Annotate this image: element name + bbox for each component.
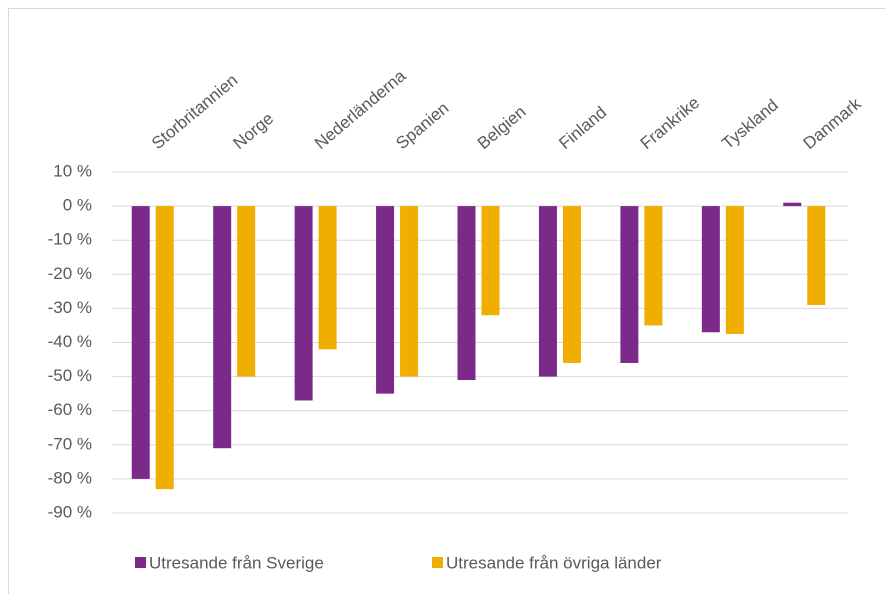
y-tick-label: -50 % xyxy=(48,366,92,385)
bar xyxy=(457,206,476,381)
x-tick-label: Finland xyxy=(555,103,610,153)
x-tick-label: Tyskland xyxy=(718,95,782,153)
x-tick-label: Danmark xyxy=(800,94,865,153)
bar xyxy=(538,206,557,377)
y-tick-label: 0 % xyxy=(63,196,92,215)
y-tick-label: -20 % xyxy=(48,264,92,283)
bar xyxy=(237,206,256,377)
legend-swatch xyxy=(432,557,443,568)
bar xyxy=(562,206,581,363)
x-tick-label: Frankrike xyxy=(637,93,703,153)
y-tick-label: -40 % xyxy=(48,332,92,351)
y-tick-label: -30 % xyxy=(48,298,92,317)
y-tick-label: -70 % xyxy=(48,434,92,453)
bar xyxy=(481,206,500,316)
bar xyxy=(644,206,663,326)
bar xyxy=(783,202,802,207)
x-tick-label: Storbritannien xyxy=(148,70,241,153)
y-tick-label: -10 % xyxy=(48,230,92,249)
legend-label: Utresande från övriga länder xyxy=(446,553,662,572)
x-tick-label: Spanien xyxy=(392,98,452,153)
x-tick-label: Norge xyxy=(230,109,278,153)
y-tick-label: 10 % xyxy=(53,161,92,180)
bar xyxy=(725,206,744,334)
bar xyxy=(807,206,826,305)
y-tick-label: -60 % xyxy=(48,400,92,419)
y-tick-label: -80 % xyxy=(48,468,92,487)
bar xyxy=(620,206,639,363)
x-tick-label: Belgien xyxy=(474,102,530,153)
bar xyxy=(131,206,150,479)
bar xyxy=(294,206,313,401)
legend-label: Utresande från Sverige xyxy=(149,553,324,572)
bar xyxy=(400,206,419,377)
y-tick-label: -90 % xyxy=(48,502,92,521)
bar xyxy=(376,206,395,394)
legend-swatch xyxy=(135,557,146,568)
chart-border xyxy=(8,8,885,594)
bar xyxy=(318,206,337,350)
bar xyxy=(701,206,720,333)
bar xyxy=(213,206,232,449)
bar xyxy=(155,206,174,490)
